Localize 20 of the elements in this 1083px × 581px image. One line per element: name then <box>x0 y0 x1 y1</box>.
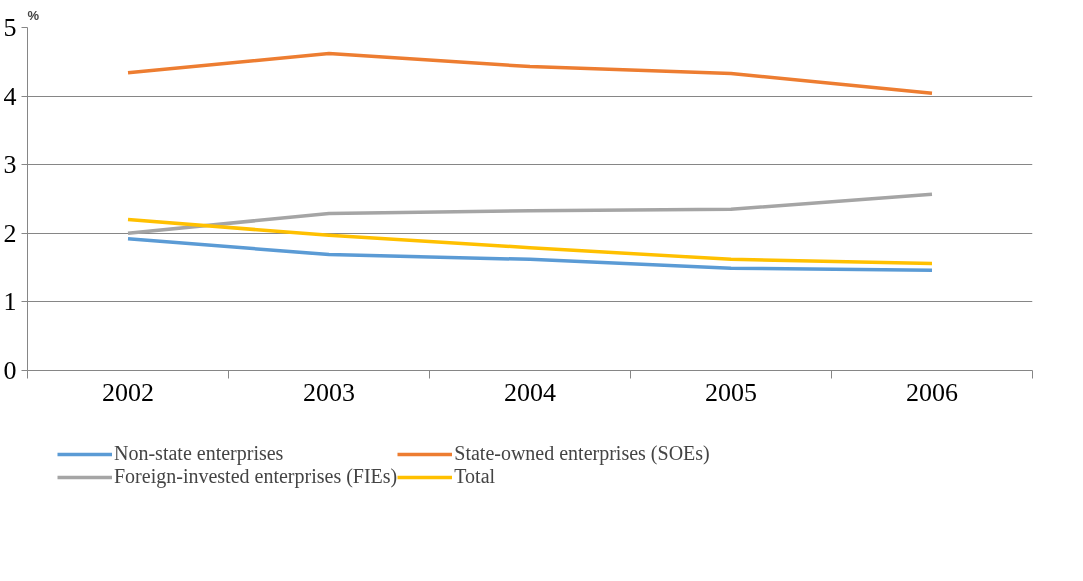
x-tick-label: 2006 <box>906 377 958 407</box>
line-series <box>126 192 934 236</box>
legend-label: Total <box>454 465 496 488</box>
y-tick-label: 4 <box>3 81 17 111</box>
y-tick-label: 3 <box>3 150 17 180</box>
y-tick-label: 2 <box>3 218 17 248</box>
line-series <box>126 237 934 273</box>
y-tick-label: 0 <box>3 356 17 385</box>
legend-label: Foreign-invested enterprises (FIEs) <box>114 465 398 488</box>
line-series <box>126 51 934 96</box>
x-tick-label: 2005 <box>705 377 757 407</box>
legend-label: State-owned enterprises (SOEs) <box>454 442 710 465</box>
legend-label: Non-state enterprises <box>114 442 284 465</box>
y-axis-title: % <box>27 7 40 23</box>
x-tick-label: 2003 <box>303 377 355 407</box>
x-tick-label: 2002 <box>102 377 154 407</box>
line-series <box>126 217 934 266</box>
y-tick-label: 1 <box>3 287 17 317</box>
y-tick-label: 5 <box>3 13 17 42</box>
x-tick-label: 2004 <box>504 377 556 407</box>
